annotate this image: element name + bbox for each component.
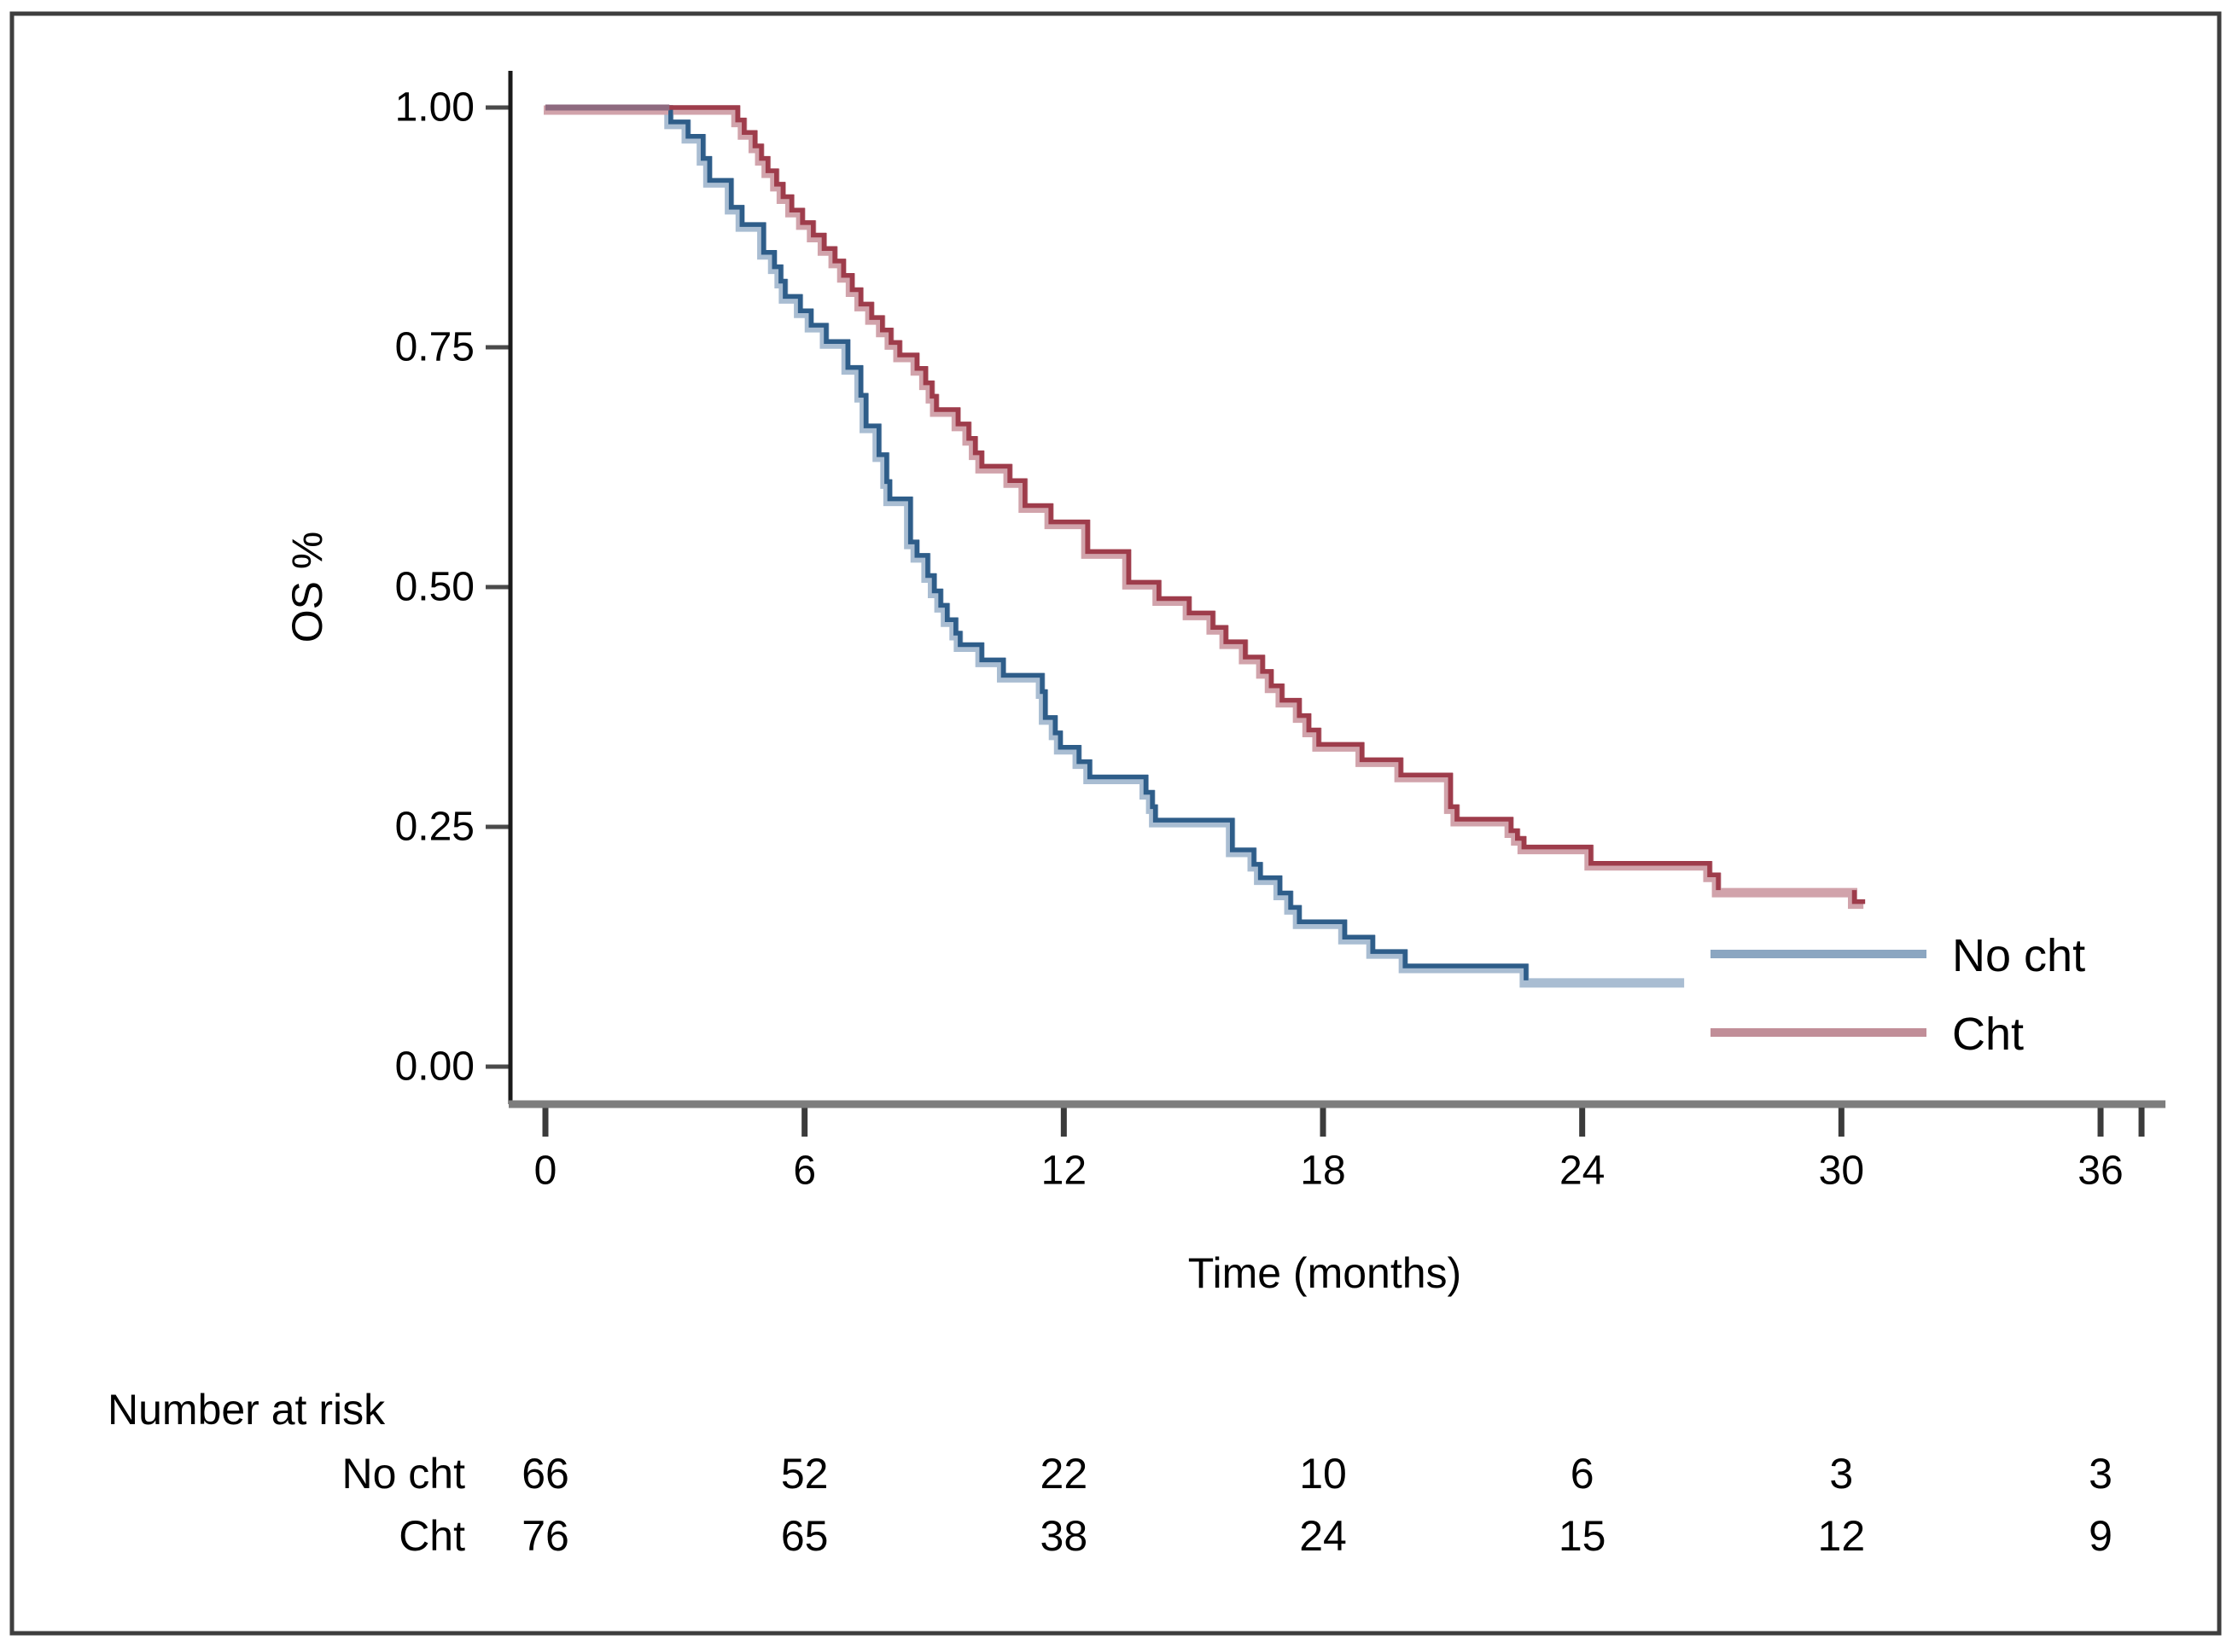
km-curve-no-cht (545, 105, 1529, 980)
y-tick-label: 0.00 (395, 1044, 475, 1090)
risk-value: 66 (522, 1450, 569, 1498)
risk-value: 3 (2089, 1450, 2113, 1498)
risk-row-label: No cht (341, 1450, 465, 1498)
curve-halos (544, 105, 1864, 988)
x-tick-label: 0 (534, 1149, 557, 1194)
risk-value: 24 (1299, 1512, 1347, 1560)
x-tick-label: 24 (1559, 1149, 1605, 1194)
risk-value: 52 (781, 1450, 829, 1498)
x-axis-title: Time (months) (1188, 1249, 1461, 1297)
figure-border (9, 11, 2222, 1636)
risk-value: 22 (1040, 1450, 1088, 1498)
x-tick-label: 6 (793, 1149, 816, 1194)
legend-label-cht: Cht (1952, 1009, 2024, 1060)
risk-value: 3 (1829, 1450, 1853, 1498)
legend-label-no-cht: No cht (1952, 930, 2085, 981)
x-tick-label: 18 (1300, 1149, 1345, 1194)
km-curve-tail-drop (1851, 890, 1866, 905)
y-tick-label: 0.50 (395, 565, 475, 610)
y-axis-title: OS % (283, 532, 331, 643)
risk-value: 6 (1571, 1450, 1594, 1498)
km-curve-cht (545, 105, 1721, 891)
x-tick-label: 12 (1041, 1149, 1087, 1194)
y-axis-ticks: 1.00 0.75 0.50 0.25 0.00 (395, 85, 510, 1090)
risk-value: 10 (1299, 1450, 1347, 1498)
km-curve-halo-cht (544, 105, 1864, 910)
risk-value: 38 (1040, 1512, 1088, 1560)
risk-value: 12 (1818, 1512, 1866, 1560)
risk-row-label: Cht (399, 1512, 465, 1560)
km-curve-halo-no-cht (544, 105, 1685, 988)
y-tick-label: 1.00 (395, 85, 475, 131)
y-tick-label: 0.75 (395, 325, 475, 370)
number-at-risk-title: Number at risk (108, 1386, 386, 1434)
risk-value: 15 (1559, 1512, 1606, 1560)
risk-value: 76 (522, 1512, 569, 1560)
risk-value: 65 (781, 1512, 829, 1560)
x-tick-label: 36 (2078, 1149, 2123, 1194)
number-at-risk-table: No cht 66 52 22 10 6 3 3 Cht 76 65 38 24 15 12 9 (341, 1450, 2112, 1560)
x-axis-ticks: 0 6 12 18 24 30 36 (534, 1108, 2124, 1194)
x-tick-label: 30 (1819, 1149, 1864, 1194)
legend: No cht Cht (1711, 930, 2085, 1060)
risk-value: 9 (2089, 1512, 2113, 1560)
y-tick-label: 0.25 (395, 805, 475, 850)
survival-curves (544, 104, 1866, 988)
